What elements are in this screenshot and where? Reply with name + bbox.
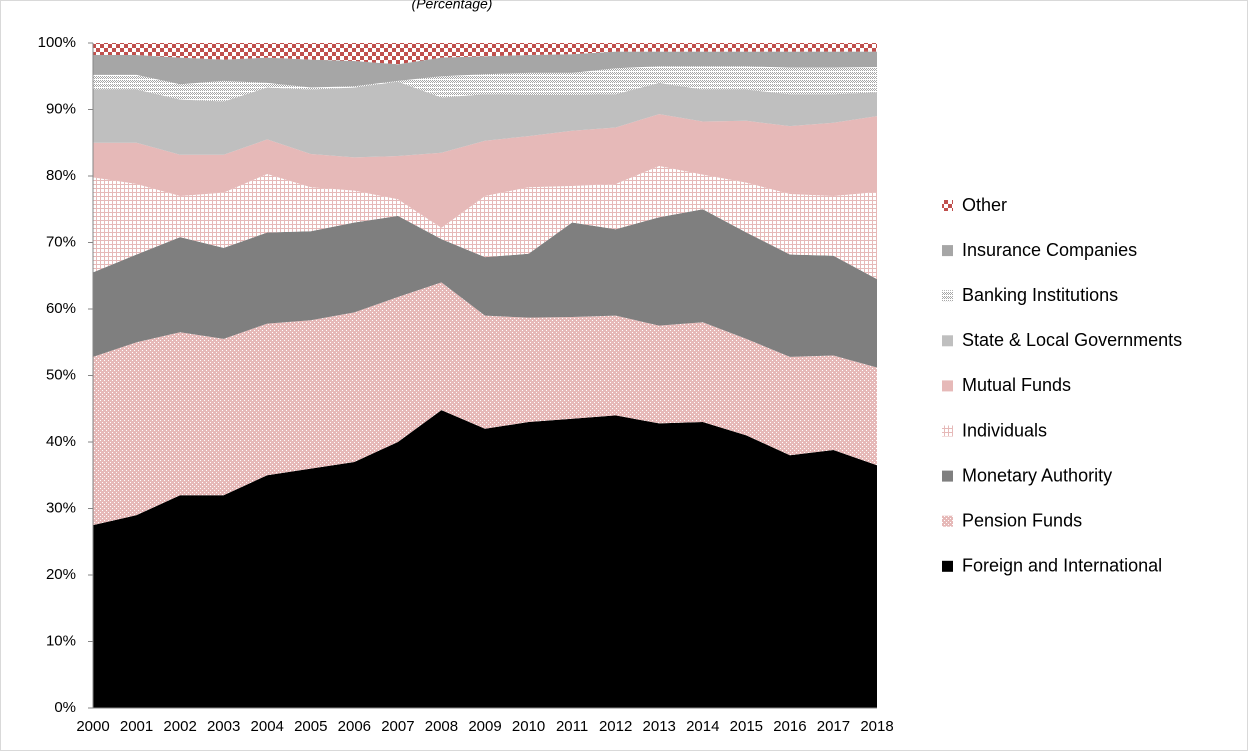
area bbox=[93, 114, 877, 228]
y-tick-label: 100% bbox=[38, 34, 76, 51]
x-tick-label: 2011 bbox=[556, 718, 588, 735]
legend-swatch bbox=[942, 515, 953, 527]
area bbox=[93, 66, 877, 102]
y-tick-label: 70% bbox=[46, 233, 76, 250]
legend-label: Other bbox=[962, 195, 1007, 215]
legend-label: Pension Funds bbox=[962, 510, 1082, 530]
y-tick-label: 30% bbox=[46, 499, 76, 516]
x-tick-label: 2010 bbox=[512, 718, 545, 735]
y-tick-label: 10% bbox=[46, 632, 76, 649]
legend-swatch bbox=[942, 560, 953, 572]
x-tick-label: 2007 bbox=[381, 718, 414, 735]
legend-swatch bbox=[942, 380, 953, 392]
legend-swatch bbox=[942, 245, 953, 257]
x-tick-label: 2001 bbox=[120, 718, 153, 735]
legend-swatch bbox=[942, 470, 953, 482]
x-tick-label: 2016 bbox=[773, 718, 806, 735]
legend-swatch bbox=[942, 200, 953, 211]
y-tick-label: 0% bbox=[54, 699, 76, 716]
legend-swatch bbox=[942, 290, 953, 302]
x-tick-label: 2014 bbox=[686, 718, 719, 735]
area bbox=[93, 51, 877, 88]
x-tick-label: 2004 bbox=[251, 718, 284, 735]
x-tick-label: 2012 bbox=[599, 718, 632, 735]
x-tick-label: 2002 bbox=[163, 718, 196, 735]
y-tick-label: 80% bbox=[46, 167, 76, 184]
legend-label: Insurance Companies bbox=[962, 240, 1137, 260]
legend-label: State & Local Governments bbox=[962, 330, 1182, 350]
legend-label: Monetary Authority bbox=[962, 465, 1112, 485]
chart-subtitle: (Percentage) bbox=[412, 0, 493, 12]
legend-label: Banking Institutions bbox=[962, 285, 1118, 305]
y-tick-label: 40% bbox=[46, 433, 76, 450]
x-tick-label: 2003 bbox=[207, 718, 240, 735]
y-tick-label: 90% bbox=[46, 100, 76, 117]
legend-swatch bbox=[942, 425, 953, 437]
y-tick-label: 50% bbox=[46, 366, 76, 383]
x-tick-label: 2013 bbox=[643, 718, 676, 735]
legend-swatch bbox=[942, 335, 953, 347]
x-tick-label: 2015 bbox=[730, 718, 763, 735]
area bbox=[93, 166, 877, 280]
legend-label: Foreign and International bbox=[962, 556, 1162, 576]
x-tick-label: 2009 bbox=[468, 718, 501, 735]
y-tick-label: 20% bbox=[46, 566, 76, 583]
x-tick-label: 2017 bbox=[817, 718, 850, 735]
x-tick-label: 2005 bbox=[294, 718, 327, 735]
x-tick-label: 2006 bbox=[338, 718, 371, 735]
area bbox=[93, 209, 877, 368]
legend-label: Individuals bbox=[962, 420, 1047, 440]
legend-label: Mutual Funds bbox=[962, 375, 1071, 395]
area bbox=[93, 81, 877, 158]
area bbox=[93, 282, 877, 526]
area bbox=[93, 43, 877, 65]
x-tick-label: 2018 bbox=[860, 718, 893, 735]
x-tick-label: 2008 bbox=[425, 718, 458, 735]
y-tick-label: 60% bbox=[46, 300, 76, 317]
area bbox=[93, 410, 877, 708]
x-tick-label: 2000 bbox=[76, 718, 109, 735]
